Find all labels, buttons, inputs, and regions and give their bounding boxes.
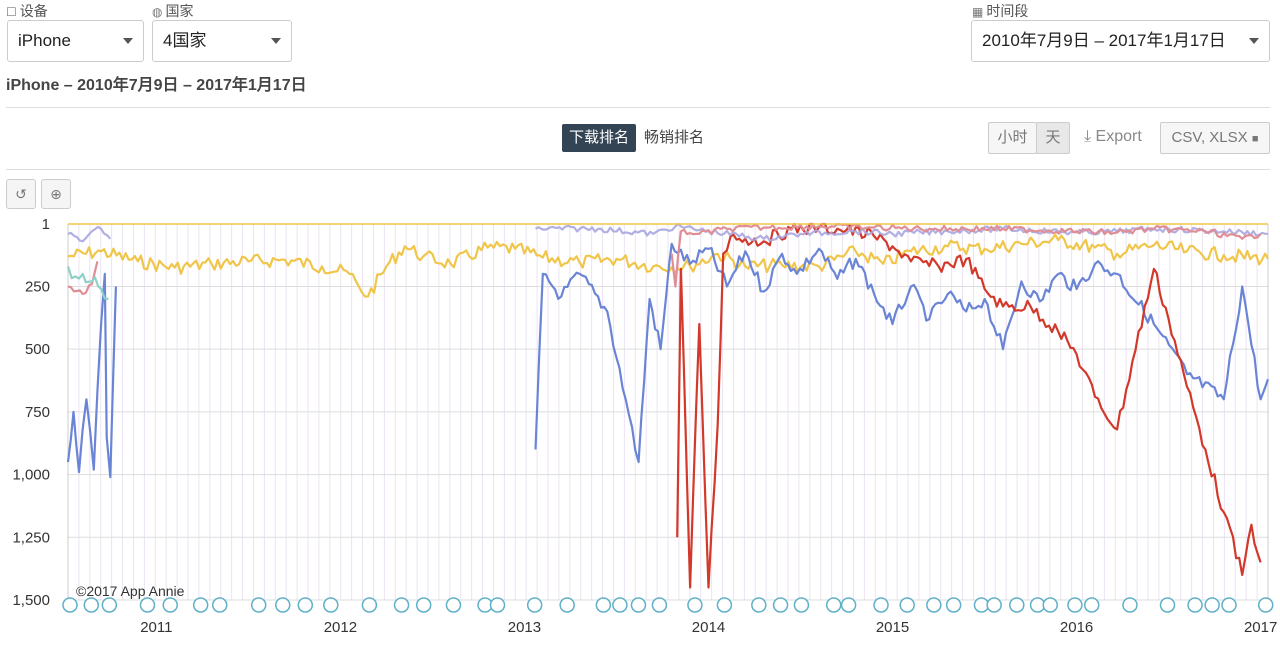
device-label: ☐ 设备 xyxy=(6,3,48,19)
event-marker[interactable] xyxy=(139,597,156,613)
event-marker[interactable] xyxy=(873,597,889,613)
event-marker[interactable] xyxy=(716,597,733,613)
event-marker[interactable] xyxy=(986,597,1002,613)
calendar-icon: ▦ xyxy=(972,5,984,19)
event-marker[interactable] xyxy=(212,597,228,613)
y-axis: 1 250 500 750 1,000 1,250 1,500 xyxy=(12,216,50,609)
y-tick-label: 1,000 xyxy=(12,467,50,484)
event-marker[interactable] xyxy=(445,597,462,613)
zoom-button[interactable]: ⊕ xyxy=(41,179,71,209)
event-marker[interactable] xyxy=(840,597,857,613)
event-marker[interactable] xyxy=(793,597,810,613)
period-select[interactable]: 2010年7月9日 – 2017年1月17日 xyxy=(971,20,1270,62)
event-marker[interactable] xyxy=(192,597,209,613)
lock-icon: ■ xyxy=(1251,133,1259,145)
event-markers[interactable] xyxy=(62,597,1274,613)
export-button[interactable]: ⤓ Export xyxy=(1084,128,1142,145)
event-marker[interactable] xyxy=(559,597,575,613)
y-tick-label: 1 xyxy=(42,216,50,233)
event-marker[interactable] xyxy=(415,597,432,613)
event-marker[interactable] xyxy=(899,597,915,613)
event-marker[interactable] xyxy=(595,597,612,613)
event-marker[interactable] xyxy=(393,597,410,613)
event-marker[interactable] xyxy=(1159,597,1176,613)
event-marker[interactable] xyxy=(772,597,789,613)
globe-icon: ◍ xyxy=(152,5,163,19)
event-marker[interactable] xyxy=(1067,597,1083,613)
country-label: ◍ 国家 xyxy=(152,3,194,19)
event-marker[interactable] xyxy=(250,597,267,613)
tab-downloads-rank[interactable]: 下载排名 xyxy=(562,124,637,152)
event-marker[interactable] xyxy=(297,597,314,613)
event-marker[interactable] xyxy=(489,597,506,613)
undo-icon: ↺ xyxy=(15,186,27,202)
event-marker[interactable] xyxy=(274,597,291,613)
event-marker[interactable] xyxy=(1257,597,1274,613)
export-csv-button[interactable]: CSV, XLSX ■ xyxy=(1160,122,1270,154)
day-button[interactable]: 天 xyxy=(1036,122,1070,154)
y-tick-label: 250 xyxy=(25,278,50,295)
device-icon: ☐ xyxy=(6,5,17,19)
series-line-blue xyxy=(66,242,1270,479)
y-tick-label: 1,500 xyxy=(12,592,50,609)
chevron-down-icon xyxy=(123,38,133,44)
event-marker[interactable] xyxy=(323,597,339,613)
divider xyxy=(6,169,1270,170)
y-tick-label: 750 xyxy=(25,404,50,421)
reset-zoom-button[interactable]: ↺ xyxy=(6,179,36,209)
event-marker[interactable] xyxy=(1122,597,1138,613)
series-line-teal xyxy=(66,266,109,301)
chart-series xyxy=(66,222,1270,589)
event-marker[interactable] xyxy=(751,597,767,613)
watermark: ©2017 App Annie xyxy=(76,583,185,599)
y-tick-label: 500 xyxy=(25,341,50,358)
event-marker[interactable] xyxy=(361,597,378,613)
x-tick-label: 2012 xyxy=(324,619,357,636)
x-tick-label: 2015 xyxy=(876,619,909,636)
event-marker[interactable] xyxy=(101,597,118,613)
x-tick-label: 2011 xyxy=(140,619,172,636)
country-select[interactable]: 4国家 xyxy=(152,20,292,62)
event-marker[interactable] xyxy=(1083,597,1100,613)
event-marker[interactable] xyxy=(651,597,668,613)
event-marker[interactable] xyxy=(612,597,628,613)
hour-button[interactable]: 小时 xyxy=(988,122,1037,154)
event-marker[interactable] xyxy=(1204,597,1220,613)
event-marker[interactable] xyxy=(687,597,703,613)
event-marker[interactable] xyxy=(1009,597,1025,613)
x-tick-label: 2016 xyxy=(1060,619,1093,636)
event-marker[interactable] xyxy=(825,597,842,613)
x-tick-label: 2013 xyxy=(508,619,541,636)
y-tick-label: 1,250 xyxy=(12,529,50,546)
series-line-red xyxy=(676,222,1262,589)
x-tick-label: 2017 xyxy=(1244,619,1277,636)
page-subtitle: iPhone – 2010年7月9日 – 2017年1月17日 xyxy=(6,77,307,94)
event-marker[interactable] xyxy=(973,597,990,613)
x-axis: 2011 2012 2013 2014 2015 2016 2017 xyxy=(140,619,1277,636)
device-select[interactable]: iPhone xyxy=(7,20,144,62)
zoom-in-icon: ⊕ xyxy=(50,186,62,202)
event-marker[interactable] xyxy=(1042,597,1058,613)
period-label: ▦ 时间段 xyxy=(972,3,1029,19)
x-tick-label: 2014 xyxy=(692,619,725,636)
event-marker[interactable] xyxy=(1187,597,1203,613)
event-marker[interactable] xyxy=(630,597,647,613)
download-icon: ⤓ xyxy=(1084,128,1092,145)
event-marker[interactable] xyxy=(162,597,178,613)
event-marker[interactable] xyxy=(62,597,78,613)
event-marker[interactable] xyxy=(83,597,100,613)
event-marker[interactable] xyxy=(1221,597,1237,613)
event-marker[interactable] xyxy=(526,597,543,613)
tab-grossing-rank[interactable]: 畅销排名 xyxy=(644,129,705,146)
event-marker[interactable] xyxy=(945,597,962,613)
chevron-down-icon xyxy=(271,38,281,44)
chevron-down-icon xyxy=(1249,38,1259,44)
divider xyxy=(6,107,1270,108)
event-marker[interactable] xyxy=(926,597,942,613)
event-marker[interactable] xyxy=(1029,597,1046,613)
